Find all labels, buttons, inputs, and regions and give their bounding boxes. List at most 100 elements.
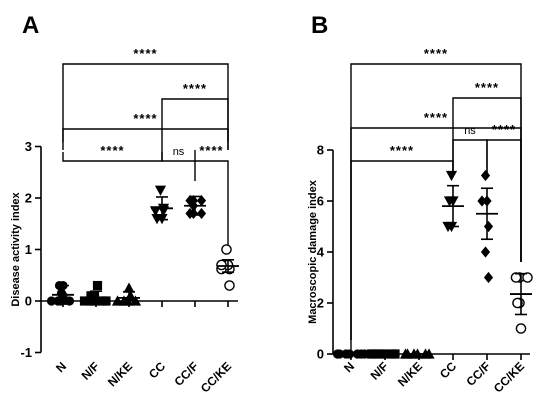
group-n-ke [399,348,435,359]
data-point [154,185,167,196]
data-point [123,282,135,293]
x-tick-label: CC/KE [198,359,234,395]
y-tick-label: 2 [317,296,324,311]
significance-bracket: **** [194,143,229,245]
data-point [196,207,207,220]
data-point [480,169,491,182]
x-tick-label: CC [146,359,168,381]
significance-bracket: **** [62,46,229,142]
x-tick-label: N [53,359,69,375]
significance-bracket: **** [350,143,454,350]
x-tick-label: N/KE [395,359,425,389]
data-point [92,280,103,291]
significance-label: **** [424,46,448,61]
data-point [445,170,458,182]
data-point [512,297,523,309]
y-tick-label: 3 [25,139,32,154]
bracket-line [350,160,454,350]
bracket-line [350,63,522,340]
y-axis-label: Disease activity index [10,191,22,306]
data-point [221,244,232,255]
data-point [332,349,343,359]
data-point [216,259,227,271]
bracket-line [452,139,488,177]
y-tick-label: 0 [25,294,32,309]
data-point [86,291,96,301]
y-tick-label: 1 [25,242,32,257]
y-tick-label: 2 [25,191,32,206]
y-axis-label: Macroscopic damage index [307,179,319,324]
data-point [483,271,494,284]
x-tick-label: N [341,359,357,375]
data-point [185,207,195,220]
data-point [46,296,57,306]
bracket-line [194,160,229,245]
panel-letter: B [311,12,328,39]
group-cc-f [476,169,498,284]
group-n [332,349,370,359]
significance-bracket: **** [161,81,229,150]
data-point [86,296,96,306]
panel-letter: A [22,12,39,39]
significance-label: **** [475,80,499,95]
group-cc-ke [510,272,533,334]
group-n-f [79,280,111,306]
data-point [224,280,235,291]
significance-bracket: **** [350,110,522,340]
data-point [515,323,527,334]
x-tick-label: CC/F [171,359,201,389]
y-tick-label: 4 [317,245,325,260]
y-tick-label: -1 [20,345,32,360]
bracket-line [62,63,229,142]
significance-label: **** [133,111,157,126]
bracket-line [486,139,522,262]
data-point [359,349,370,359]
group-cc [149,185,173,225]
significance-label: ns [464,125,476,137]
data-point [483,220,494,233]
significance-label: **** [390,143,414,158]
significance-label: **** [183,81,207,96]
y-tick-label: 6 [317,194,324,209]
data-point [111,295,124,306]
x-tick-label: N/F [79,359,103,383]
x-tick-label: N/F [368,359,392,383]
significance-label: **** [100,143,124,158]
significance-label: **** [133,46,157,61]
significance-label: **** [199,143,223,158]
data-point [196,194,207,207]
group-cc-f [184,194,207,220]
group-n-f [366,349,400,359]
significance-label: ns [173,146,185,158]
data-point [129,295,142,306]
significance-bracket: ns [161,146,196,162]
group-cc-ke [216,244,239,291]
data-point [101,296,111,306]
bracket-line [161,150,196,162]
x-tick-label: CC/F [463,359,493,389]
data-point [480,246,491,258]
y-tick-label: 0 [317,347,324,362]
significance-label: **** [424,110,448,125]
x-tick-label: CC [437,359,459,381]
data-point [477,195,487,207]
x-tick-label: CC/KE [491,359,527,395]
group-n [46,280,75,306]
data-point [399,348,412,359]
panel-b: B 0 2 4 6 8 Macroscopic damage index N N/F N/KE CC… [307,12,533,396]
bracket-line [350,127,522,340]
data-point [366,349,377,359]
significance-bracket: **** [486,122,522,262]
significance-bracket: ns [452,125,488,177]
group-n-ke [111,282,142,306]
significance-label: **** [492,122,516,137]
x-tick-label: N/KE [105,359,135,389]
data-point [522,272,533,283]
y-tick-label: 8 [317,143,324,158]
significance-bracket: **** [62,143,163,162]
data-point [79,296,90,306]
significance-bracket: **** [350,46,522,340]
group-cc [442,170,464,233]
